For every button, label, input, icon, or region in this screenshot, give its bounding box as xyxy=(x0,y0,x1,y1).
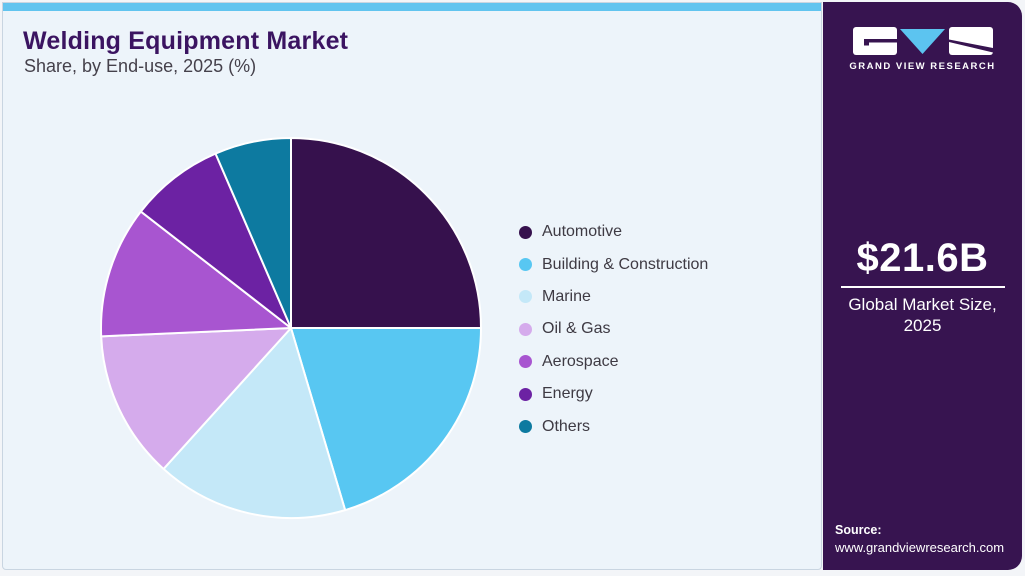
legend-color-dot xyxy=(519,355,532,369)
logo-r-block xyxy=(949,27,993,55)
legend: Automotive Building & Construction Marine O… xyxy=(519,216,708,443)
source-label: Source: xyxy=(835,523,882,537)
chart-panel: Welding Equipment Market Share, by End-u… xyxy=(2,2,822,570)
legend-item-oil-gas: Oil & Gas xyxy=(519,313,708,345)
pie-slice-marine xyxy=(162,327,347,519)
chart-title: Welding Equipment Market xyxy=(23,27,349,55)
legend-label: Marine xyxy=(542,287,591,305)
brand-name: GRAND VIEW RESEARCH xyxy=(849,61,996,72)
chart-subtitle: Share, by End-use, 2025 (%) xyxy=(24,56,257,76)
legend-label: Automotive xyxy=(542,223,623,241)
pie-slice-energy xyxy=(139,152,292,329)
legend-color-dot xyxy=(519,225,532,239)
legend-color-dot xyxy=(519,290,532,304)
brand-sidebar: GRAND VIEW RESEARCH $21.6B Global Market… xyxy=(823,2,1022,570)
pie-slice-oil-gas xyxy=(100,327,292,470)
pie-slice-building-construction xyxy=(290,327,482,512)
top-accent-stripe xyxy=(3,3,821,11)
pie-chart xyxy=(100,137,482,519)
legend-color-dot xyxy=(519,258,532,272)
market-size-label-line2: 2025 xyxy=(903,316,942,335)
legend-item-energy: Energy xyxy=(519,378,708,410)
legend-label: Others xyxy=(542,417,591,435)
gvr-logo xyxy=(853,27,993,55)
market-size-divider xyxy=(841,286,1005,288)
legend-item-automotive: Automotive xyxy=(519,216,708,248)
legend-color-dot xyxy=(519,420,532,434)
source-url: www.grandviewresearch.com xyxy=(835,540,1005,555)
legend-item-building-construction: Building & Construction xyxy=(519,248,708,280)
legend-label: Energy xyxy=(542,385,593,403)
source-block: Source: www.grandviewresearch.com xyxy=(835,521,1004,557)
legend-label: Building & Construction xyxy=(542,255,709,273)
market-size-value: $21.6B xyxy=(856,236,989,280)
legend-item-aerospace: Aerospace xyxy=(519,346,708,378)
pie-slice-others xyxy=(214,137,292,329)
legend-color-dot xyxy=(519,387,532,401)
legend-color-dot xyxy=(519,322,532,336)
market-size-label-line1: Global Market Size, xyxy=(848,295,997,314)
legend-label: Aerospace xyxy=(542,352,619,370)
pie-slice-automotive xyxy=(290,137,482,329)
legend-item-marine: Marine xyxy=(519,281,708,313)
market-size-label: Global Market Size, 2025 xyxy=(823,294,1022,336)
legend-label: Oil & Gas xyxy=(542,320,611,338)
legend-item-others: Others xyxy=(519,410,708,442)
logo-g-block xyxy=(853,27,897,55)
pie-slice-aerospace xyxy=(100,210,292,338)
logo-v-triangle xyxy=(900,29,945,54)
